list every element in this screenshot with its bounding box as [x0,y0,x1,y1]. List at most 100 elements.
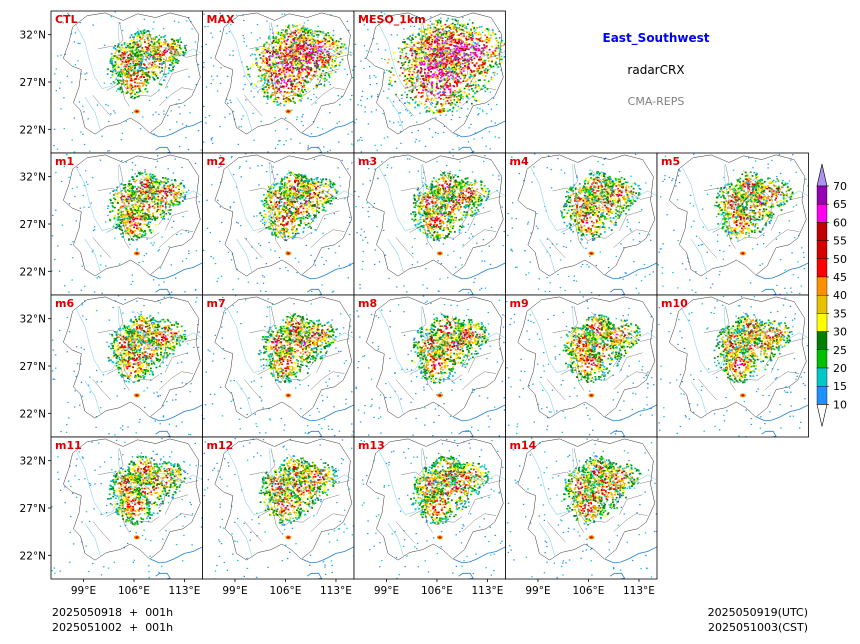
province-boundary [92,521,112,543]
island-coastline [609,430,626,437]
province-boundary [570,306,578,333]
province-boundary [97,45,158,66]
y-tick-label: 27°N [20,503,46,515]
province-boundary [159,229,194,248]
province-boundary [423,495,463,526]
river-line [236,380,253,416]
province-boundary [467,494,492,515]
province-boundary [258,82,282,107]
panel-background [202,437,354,579]
river-line [443,326,446,337]
province-boundary [570,164,578,191]
province-boundary [272,495,311,526]
reflectivity-field [202,12,354,153]
river-line [227,167,354,231]
river-line [117,22,125,63]
province-boundary [323,473,350,484]
province-boundary [249,471,310,492]
x-tick-label: 106°E [118,585,150,597]
province-boundary [591,311,607,323]
coastline [453,120,506,138]
province-boundary [570,448,578,475]
island-coastline [306,430,323,437]
province-boundary [703,329,764,350]
river-line [269,306,276,347]
province-boundary [116,22,124,49]
panel-m2: m2 [202,152,355,296]
panel-background [202,153,354,295]
axes-ticks: 32°N 27°N 22°N 32°N 27°N 22°N 32°N 27°N 22°N 32°N… [20,30,655,597]
province-boundary [726,211,766,242]
province-boundary [316,68,340,89]
province-boundary [288,311,304,323]
river-line [387,522,405,558]
colorbar-label: 45 [833,271,847,284]
coastline [150,120,203,138]
reflectivity-field [51,153,203,294]
province-boundary [603,173,622,225]
province-boundary [712,366,736,391]
province-boundary [626,473,653,484]
province-boundary [547,237,566,259]
province-boundary [120,211,160,242]
colorbar-label: 65 [833,198,847,211]
river-line [420,164,428,205]
river-line [379,309,505,373]
x-tick-label: 99°E [374,585,399,597]
colorbar-segment [816,349,828,369]
coastline [301,404,354,422]
coastline [150,404,203,422]
panel-m7: m7 [202,294,355,438]
province-boundary [116,164,124,191]
river-line [269,448,276,489]
province-boundary [164,352,189,373]
province-boundary [267,22,275,49]
province-boundary [400,329,461,350]
province-boundary [626,331,653,342]
province-boundary [575,211,614,242]
colorbar-segment [816,185,828,205]
y-tick-label: 22°N [20,408,46,420]
river-line [443,42,446,53]
river-line [269,164,276,205]
colorbar-segment [816,222,828,241]
province-boundary [462,229,497,248]
province-boundary [619,210,643,231]
panel-label: m3 [358,155,377,168]
river-line [420,22,428,63]
province-boundary [244,237,263,259]
province-boundary [244,379,263,401]
coastline [756,262,809,280]
river-line [76,451,202,515]
province-boundary [310,87,345,106]
river-line [539,380,556,416]
panel-label: m9 [510,297,529,310]
province-boundary [547,521,566,543]
river-line [76,309,202,373]
province-boundary [97,329,158,350]
province-boundary [462,371,497,390]
province-boundary [778,189,805,200]
province-boundary [159,513,194,532]
province-boundary [451,173,470,225]
province-boundary [626,189,653,200]
panel-background [51,295,203,437]
province-boundary [726,353,766,384]
panel-m11: m11 [50,436,203,580]
river-line [682,167,808,231]
valid-time-cst: 2025051003(CST) [708,621,808,634]
panel-m4: m4 [505,152,658,296]
province-boundary [164,68,189,89]
province-boundary [316,494,340,515]
colorbar-segment [816,367,828,387]
panel-CTL: CTL [50,10,203,154]
reflectivity-field [354,155,506,295]
province-boundary [249,45,310,66]
river-line [443,184,446,195]
river-line [84,238,102,274]
island-coastline [761,430,777,437]
province-boundary [244,95,263,117]
province-boundary [765,371,800,390]
province-boundary [316,210,340,231]
